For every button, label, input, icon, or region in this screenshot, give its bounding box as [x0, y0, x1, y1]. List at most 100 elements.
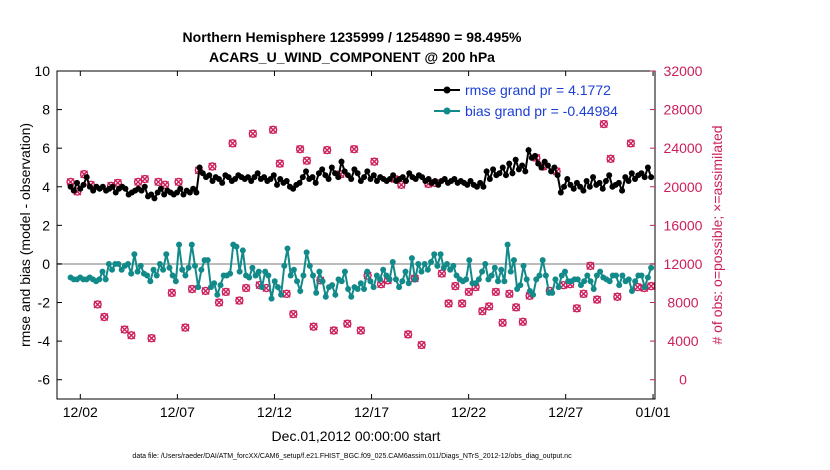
left-y-tick-label: -4: [38, 333, 51, 349]
rmse-point: [554, 172, 561, 179]
bias-point: [274, 284, 281, 291]
bias-point: [549, 289, 556, 296]
obs-possible-point: [268, 125, 278, 135]
bias-point: [415, 260, 422, 267]
bias-point: [479, 268, 486, 275]
legend-bias-label: bias grand pr = -0.44984: [465, 103, 618, 119]
bias-point: [625, 276, 632, 283]
rmse-point: [299, 174, 306, 181]
bias-point: [613, 272, 620, 279]
rmse-point: [596, 179, 603, 186]
bias-point: [313, 289, 320, 296]
obs-possible-point: [329, 326, 339, 335]
obs-possible-point: [302, 156, 312, 165]
bias-point: [249, 264, 256, 271]
obs-possible-point: [606, 154, 615, 163]
obs-possible-point: [181, 323, 190, 332]
rmse-point: [70, 187, 77, 194]
right-y-tick-label: 12000: [664, 256, 703, 272]
bias-point: [428, 259, 435, 266]
bias-point: [632, 278, 639, 285]
bias-point: [491, 264, 498, 271]
rmse-point: [522, 168, 529, 175]
bias-point: [316, 268, 323, 275]
obs-possible-point: [100, 312, 109, 322]
left-y-tick-label: 2: [42, 217, 50, 233]
bias-point: [597, 268, 604, 275]
obs-possible-point: [160, 180, 170, 190]
bias-point: [147, 278, 154, 285]
chart-title: Northern Hemisphere 1235999 / 1254890 = …: [183, 29, 522, 45]
bias-point: [504, 241, 511, 248]
obs-possible-point: [586, 261, 595, 271]
rmse-point: [151, 195, 158, 202]
rmse-point: [254, 170, 261, 177]
bias-point: [150, 266, 157, 273]
obs-possible-point: [579, 289, 588, 299]
rmse-point: [644, 164, 651, 171]
bias-point: [153, 272, 160, 279]
bias-point: [361, 286, 368, 293]
rmse-point: [109, 183, 116, 190]
obs-possible-point: [349, 144, 359, 154]
bias-point: [501, 278, 508, 285]
bias-point: [437, 251, 444, 258]
bias-point: [536, 272, 543, 279]
rmse-point: [580, 187, 587, 194]
legend: rmse grand pr = 4.1772 bias grand pr = -…: [430, 76, 650, 120]
left-y-tick-label: 0: [42, 256, 50, 272]
rmse-point: [561, 183, 568, 190]
bias-point: [590, 286, 597, 293]
bias-point: [217, 282, 224, 289]
obs-possible-point: [309, 322, 318, 331]
bias-point: [424, 266, 431, 273]
obs-possible-point: [613, 292, 622, 301]
rmse-point: [141, 183, 148, 190]
bias-point: [392, 276, 399, 283]
bias-point: [160, 266, 167, 273]
bias-point: [341, 268, 348, 275]
x-tick-label: 01/01: [636, 404, 671, 420]
bias-point: [310, 272, 317, 279]
rmse-point: [83, 174, 90, 181]
bias-point: [204, 257, 211, 264]
x-axis: 12/02 12/07 12/12 12/17 12/22 12/27 01/01: [63, 71, 671, 420]
bias-point: [644, 274, 651, 281]
bias-point: [109, 266, 116, 273]
left-y-axis-label: rmse and bias (model - observation): [17, 123, 33, 347]
obs-possible-point: [505, 289, 514, 299]
data-file-footnote: data file: /Users/raeder/DAI/ATM_forcXX/…: [132, 453, 572, 460]
bias-point: [619, 272, 626, 279]
bias-point: [402, 268, 409, 275]
rmse-point: [270, 172, 277, 179]
bias-point: [303, 249, 310, 256]
bias-point: [96, 276, 103, 283]
bias-point: [370, 284, 377, 291]
rmse-point: [625, 177, 632, 184]
bias-point: [255, 268, 262, 275]
rmse-point: [206, 172, 213, 179]
x-tick-label: 12/12: [257, 404, 292, 420]
bias-point: [431, 251, 438, 258]
bias-point: [246, 274, 253, 281]
obs-possible-point: [457, 299, 467, 308]
bias-point: [322, 293, 329, 300]
bias-point: [144, 272, 151, 279]
rmse-point: [599, 185, 606, 192]
obs-possible-point: [518, 317, 528, 327]
x-tick-label: 12/17: [354, 404, 389, 420]
x-tick-label: 12/27: [548, 404, 583, 420]
right-y-tick-label: 8000: [667, 295, 698, 311]
bias-point: [616, 282, 623, 289]
right-y-axis-label: # of obs: o=possible; ×=assimilated: [709, 125, 725, 344]
left-y-tick-label: -6: [38, 372, 51, 388]
rmse-point: [532, 152, 539, 159]
bias-point: [338, 278, 345, 285]
right-y-tick-label: 20000: [664, 179, 703, 195]
right-y-tick-label: 32000: [664, 63, 703, 79]
right-y-axis: 0 4000 8000 12000 16000 20000 24000 28000 32000: [650, 63, 703, 388]
rmse-point: [512, 156, 519, 163]
bias-point: [561, 268, 568, 275]
bias-point: [380, 266, 387, 273]
bias-point: [450, 262, 457, 269]
